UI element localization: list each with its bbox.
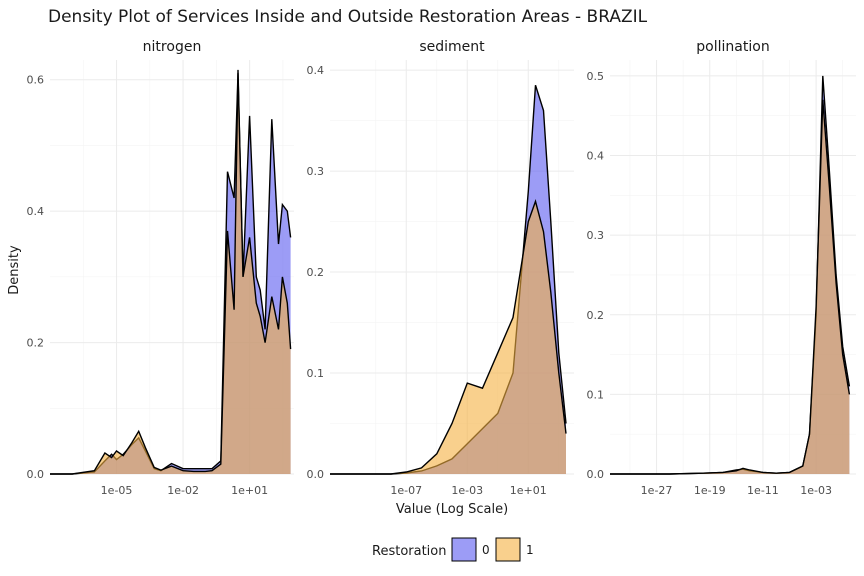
panel-strip-label: sediment: [419, 39, 485, 55]
legend-key-1: [495, 537, 521, 562]
y-tick-label: 0.3: [587, 229, 605, 242]
density-line-sediment-1: [330, 199, 567, 475]
chart-title: Density Plot of Services Inside and Outs…: [48, 7, 648, 27]
y-tick-label: 0.0: [587, 468, 605, 481]
panel-strip-label: pollination: [696, 39, 769, 55]
x-tick-label: 1e-19: [694, 484, 726, 497]
legend-key-0: [451, 537, 477, 562]
y-tick-label: 0.2: [587, 309, 605, 322]
legend: Restoration 0 1: [372, 537, 534, 562]
x-tick-label: 1e+01: [510, 484, 547, 497]
y-tick-label: 0.4: [587, 150, 605, 163]
x-tick-label: 1e-11: [747, 484, 779, 497]
y-tick-label: 0.0: [27, 468, 45, 481]
y-tick-label: 0.3: [307, 165, 325, 178]
panel-strip-label: nitrogen: [143, 39, 202, 55]
density-line-pollination-1: [610, 99, 851, 475]
x-tick-label: 1e-05: [101, 484, 133, 497]
y-tick-label: 0.6: [27, 74, 45, 87]
y-tick-label: 0.2: [27, 337, 45, 350]
x-tick-label: 1e+01: [231, 484, 268, 497]
x-tick-label: 1e-03: [800, 484, 832, 497]
y-tick-label: 0.5: [587, 70, 605, 83]
x-tick-label: 1e-07: [390, 484, 422, 497]
x-tick-label: 1e-02: [167, 484, 199, 497]
y-tick-label: 0.2: [307, 266, 325, 279]
y-tick-label: 0.4: [307, 64, 325, 77]
y-tick-label: 0.4: [27, 205, 45, 218]
legend-label-1: 1: [526, 543, 534, 557]
x-tick-label: 1e-27: [641, 484, 673, 497]
y-tick-label: 0.0: [307, 468, 325, 481]
legend-label-0: 0: [482, 543, 490, 557]
legend-title: Restoration: [372, 544, 446, 559]
panel-pollination: 0.0 0.1 0.2 0.3 0.4 0.5 1e-27 1e-19 1e-11 1e-03 po…: [587, 39, 856, 497]
x-axis-title: Value (Log Scale): [396, 502, 508, 517]
y-tick-label: 0.1: [587, 388, 605, 401]
y-tick-label: 0.1: [307, 367, 325, 380]
panel-nitrogen: 0.0 0.2 0.4 0.6 1e-05 1e-02 1e+01 nitrogen: [27, 39, 294, 497]
density-area-sediment-1: [330, 201, 566, 474]
panel-sediment: 0.0 0.1 0.2 0.3 0.4 1e-07 1e-03 1e+01 sediment: [307, 39, 574, 497]
x-tick-label: 1e-03: [451, 484, 483, 497]
density-area-nitrogen-1: [50, 69, 291, 475]
density-line-nitrogen-1: [50, 69, 292, 475]
y-axis-title: Density: [7, 245, 22, 295]
